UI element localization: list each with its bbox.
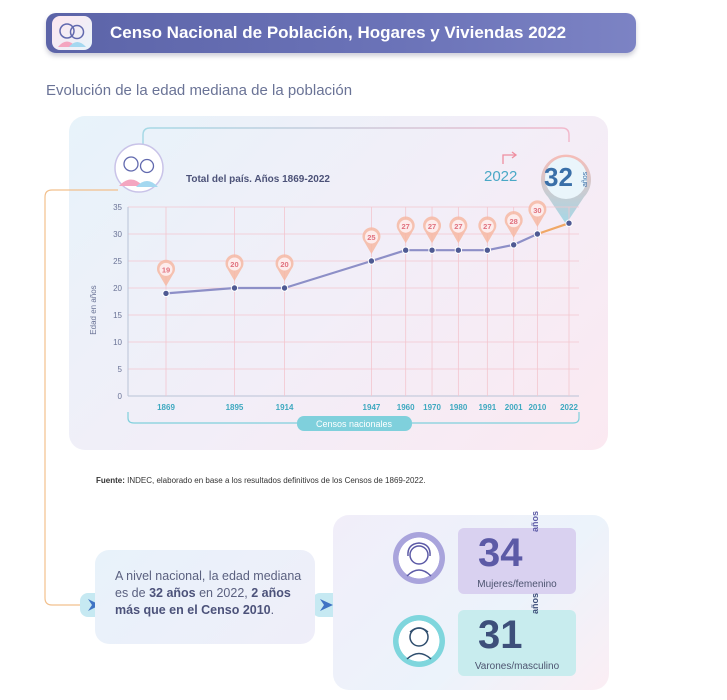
highlight-pin [540, 154, 591, 224]
source-note: Fuente: INDEC, elaborado en base a los r… [96, 476, 426, 485]
data-label: 30 [533, 206, 541, 215]
data-label: 20 [230, 260, 238, 269]
series-segment [164, 286, 236, 295]
data-labels: 19 20 20 25 27 27 27 27 28 30 [157, 200, 547, 287]
value-pin-face [399, 219, 413, 233]
data-point [533, 230, 542, 238]
y-axis-ticks: 0 5 10 15 20 25 30 35 [113, 203, 122, 401]
value-pin-face [425, 219, 439, 233]
value-pin-face [507, 214, 521, 228]
x-tick-label: 1960 [397, 403, 415, 412]
value-pin-face [364, 230, 378, 244]
grid-lines [127, 206, 579, 397]
source-text: INDEC, elaborado en base a los resultado… [124, 476, 426, 485]
y-tick-label: 20 [113, 284, 122, 293]
y-tick-label: 15 [113, 311, 122, 320]
series-segment [486, 243, 515, 252]
census-logo-icon [52, 16, 92, 50]
header-banner: Censo Nacional de Población, Hogares y V… [46, 13, 636, 53]
stat-women: 34 años Mujeres/femenino [458, 511, 576, 594]
data-point [509, 241, 518, 249]
highlight-year: 2022 [484, 168, 517, 185]
data-point [367, 257, 376, 265]
data-label: 19 [162, 265, 170, 274]
stat-men-label: Varones/masculino [474, 661, 560, 672]
stat-women-value: 34 [478, 531, 523, 575]
source-label: Fuente: [96, 476, 125, 485]
y-tick-label: 5 [118, 365, 123, 374]
x-axis-label-pill [297, 416, 412, 431]
stat-women-label: Mujeres/femenino [477, 579, 557, 590]
page-title: Censo Nacional de Población, Hogares y V… [110, 23, 567, 42]
x-tick-label: 1980 [449, 403, 467, 412]
data-point [162, 289, 170, 298]
section-subtitle: Evolución de la edad mediana de la pobla… [46, 82, 353, 99]
data-label: 25 [367, 233, 375, 242]
y-axis-label: Edad en años [89, 285, 98, 334]
data-point [280, 284, 289, 292]
data-label: 27 [454, 222, 462, 231]
stat-men: 31 años Varones/masculino [458, 593, 576, 676]
man-icon [393, 615, 445, 667]
value-pin-face [278, 257, 292, 271]
x-tick-label: 1991 [478, 403, 496, 412]
series-segment [512, 232, 539, 246]
y-tick-label: 30 [113, 230, 122, 239]
data-label: 20 [280, 260, 288, 269]
population-avatars-icon [114, 143, 164, 193]
x-axis-ticks: 1869 1895 1914 1947 1960 1970 1980 1991 2001 2010… [157, 403, 578, 412]
data-label: 27 [483, 222, 491, 231]
x-axis-label: Censos nacionales [316, 419, 393, 429]
x-tick-label: 1970 [423, 403, 441, 412]
highlight-value: 32 [544, 162, 573, 192]
x-tick-label: 1869 [157, 403, 175, 412]
x-tick-label: 2001 [505, 403, 523, 412]
summary-card: A nivel nacional, la edad mediana es de … [95, 550, 315, 644]
stat-women-unit: años [530, 510, 540, 532]
x-tick-label: 1895 [226, 403, 244, 412]
x-tick-label: 1914 [276, 403, 294, 412]
series-segment [283, 259, 373, 290]
data-points [162, 219, 573, 298]
stat-men-value: 31 [478, 613, 523, 657]
value-pin-face [159, 262, 173, 276]
highlight-unit: años [582, 171, 589, 187]
data-point [230, 284, 239, 292]
data-label: 27 [428, 222, 436, 231]
data-point [428, 246, 436, 254]
top-bracket [142, 127, 570, 160]
value-pin-face [530, 203, 544, 217]
x-tick-label: 2010 [528, 403, 546, 412]
arrow-up-right-icon [502, 154, 515, 164]
y-tick-label: 0 [118, 392, 123, 401]
value-pin-face [227, 257, 241, 271]
data-label: 27 [402, 222, 410, 231]
series-segment [370, 249, 407, 263]
y-tick-label: 10 [113, 338, 122, 347]
data-label: 28 [510, 217, 518, 226]
left-connector [44, 189, 118, 606]
value-pin-face [480, 219, 494, 233]
value-pin-face [451, 219, 465, 233]
summary-text: A nivel nacional, la edad mediana es de … [115, 569, 302, 617]
data-point [401, 246, 410, 254]
x-tick-label: 2022 [560, 403, 578, 412]
chart-title: Total del país. Años 1869-2022 [186, 174, 330, 185]
series-segment [536, 222, 571, 236]
arrow-head-icon [511, 151, 518, 159]
data-point [483, 246, 492, 254]
y-tick-label: 25 [113, 257, 122, 266]
woman-icon [393, 532, 445, 584]
x-axis-bracket [127, 412, 580, 424]
y-tick-label: 35 [113, 203, 122, 212]
series-line [164, 222, 571, 295]
stat-men-unit: años [530, 592, 540, 614]
x-tick-label: 1947 [363, 403, 381, 412]
data-point [454, 246, 463, 254]
data-point [565, 219, 573, 227]
